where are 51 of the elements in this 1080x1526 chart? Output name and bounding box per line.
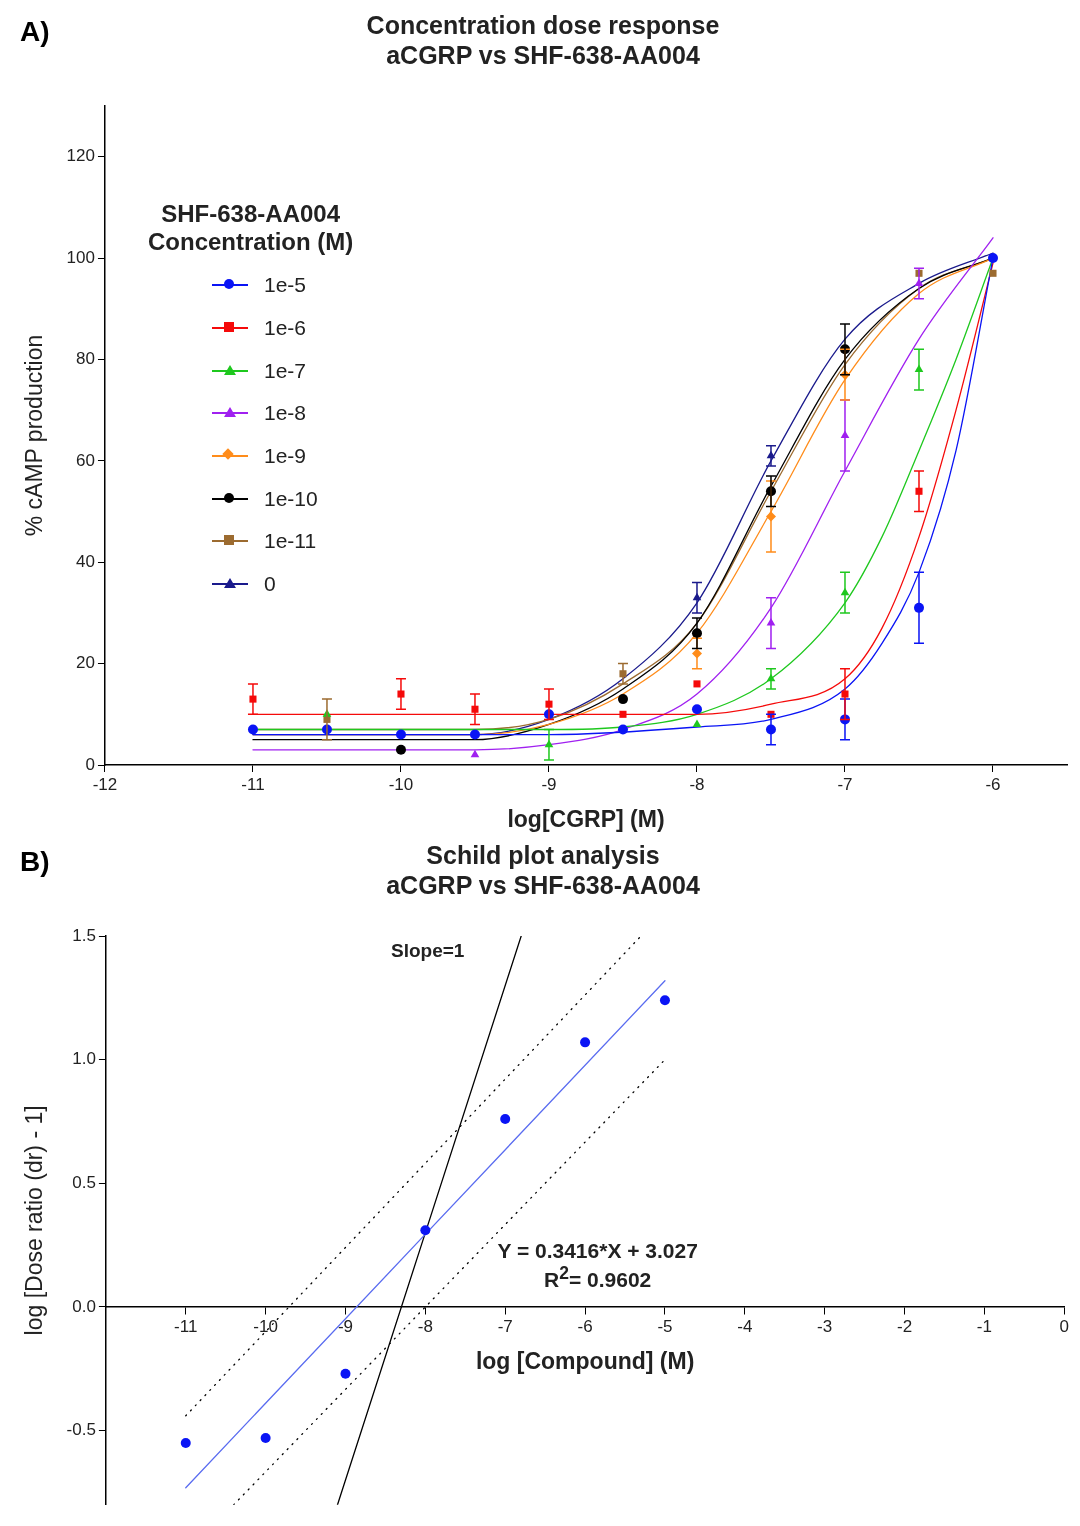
x-tick-label: -2: [896, 1316, 913, 1336]
y-tick-label: 20: [76, 653, 95, 673]
x-tick-label: -10: [388, 774, 414, 794]
y-tick-label: 0.5: [72, 1172, 96, 1192]
text: A): [20, 16, 50, 48]
x-tick-label: -11: [241, 774, 265, 794]
x-tick-label: -4: [737, 1316, 753, 1336]
x-tick-label: -11: [174, 1316, 198, 1336]
y-axis-title: log [Dose ratio (dr) - 1]: [21, 1105, 48, 1336]
x-tick-label: 0: [1059, 1316, 1070, 1336]
x-tick-label: -7: [837, 774, 853, 794]
x-tick-label: -5: [657, 1316, 673, 1336]
legend-label: 1e-9: [264, 444, 307, 469]
x-tick-label: -6: [985, 774, 1001, 794]
y-tick-label: 0.0: [72, 1296, 96, 1316]
annotation: Slope=1: [391, 940, 465, 962]
legend-label: 1e-8: [264, 401, 307, 426]
x-tick-label: -6: [577, 1316, 593, 1336]
x-tick-label: -8: [417, 1316, 433, 1336]
legend-label: 1e-5: [264, 273, 307, 298]
x-tick-label: -9: [337, 1316, 354, 1336]
x-axis-title: log [Compound] (M): [475, 1347, 695, 1374]
x-tick-label: -3: [817, 1316, 833, 1336]
y-tick-label: 1.5: [72, 925, 96, 945]
x-tick-label: -7: [497, 1316, 513, 1336]
annotation: R$^{2}$= 0.9602: [543, 1263, 653, 1293]
legend-label: 1e-10: [264, 486, 318, 511]
legend-title: SHF-638-AA004 Concentration (M): [148, 200, 354, 256]
y-tick-label: 120: [66, 146, 95, 166]
chart-title: Concentration dose response aCGRP vs SHF-638-AA004: [366, 10, 720, 69]
y-tick-label: 0: [85, 754, 95, 774]
y-tick-label: 60: [76, 450, 95, 470]
legend-label: 1e-6: [264, 316, 307, 341]
x-tick-label: -9: [541, 774, 557, 794]
y-tick-label: 80: [76, 349, 95, 369]
x-tick-label: -12: [92, 774, 118, 794]
legend-label: 0: [264, 572, 276, 597]
annotation: Y = 0.3416*X + 3.027: [497, 1239, 698, 1264]
text: B): [20, 846, 50, 878]
x-tick-label: -1: [976, 1316, 992, 1336]
x-tick-label: -8: [689, 774, 705, 794]
y-axis-title: % cAMP production: [21, 334, 48, 537]
legend-label: 1e-11: [264, 529, 317, 554]
y-tick-label: 40: [76, 551, 95, 571]
y-tick-label: 100: [66, 247, 95, 267]
x-axis-title: log[CGRP] (M): [507, 805, 665, 832]
chart-title: Schild plot analysis aCGRP vs SHF-638-AA004: [386, 840, 700, 899]
x-tick-label: -10: [253, 1316, 278, 1336]
legend-label: 1e-7: [264, 358, 307, 383]
y-tick-label: -0.5: [66, 1420, 96, 1440]
y-tick-label: 1.0: [72, 1049, 96, 1069]
